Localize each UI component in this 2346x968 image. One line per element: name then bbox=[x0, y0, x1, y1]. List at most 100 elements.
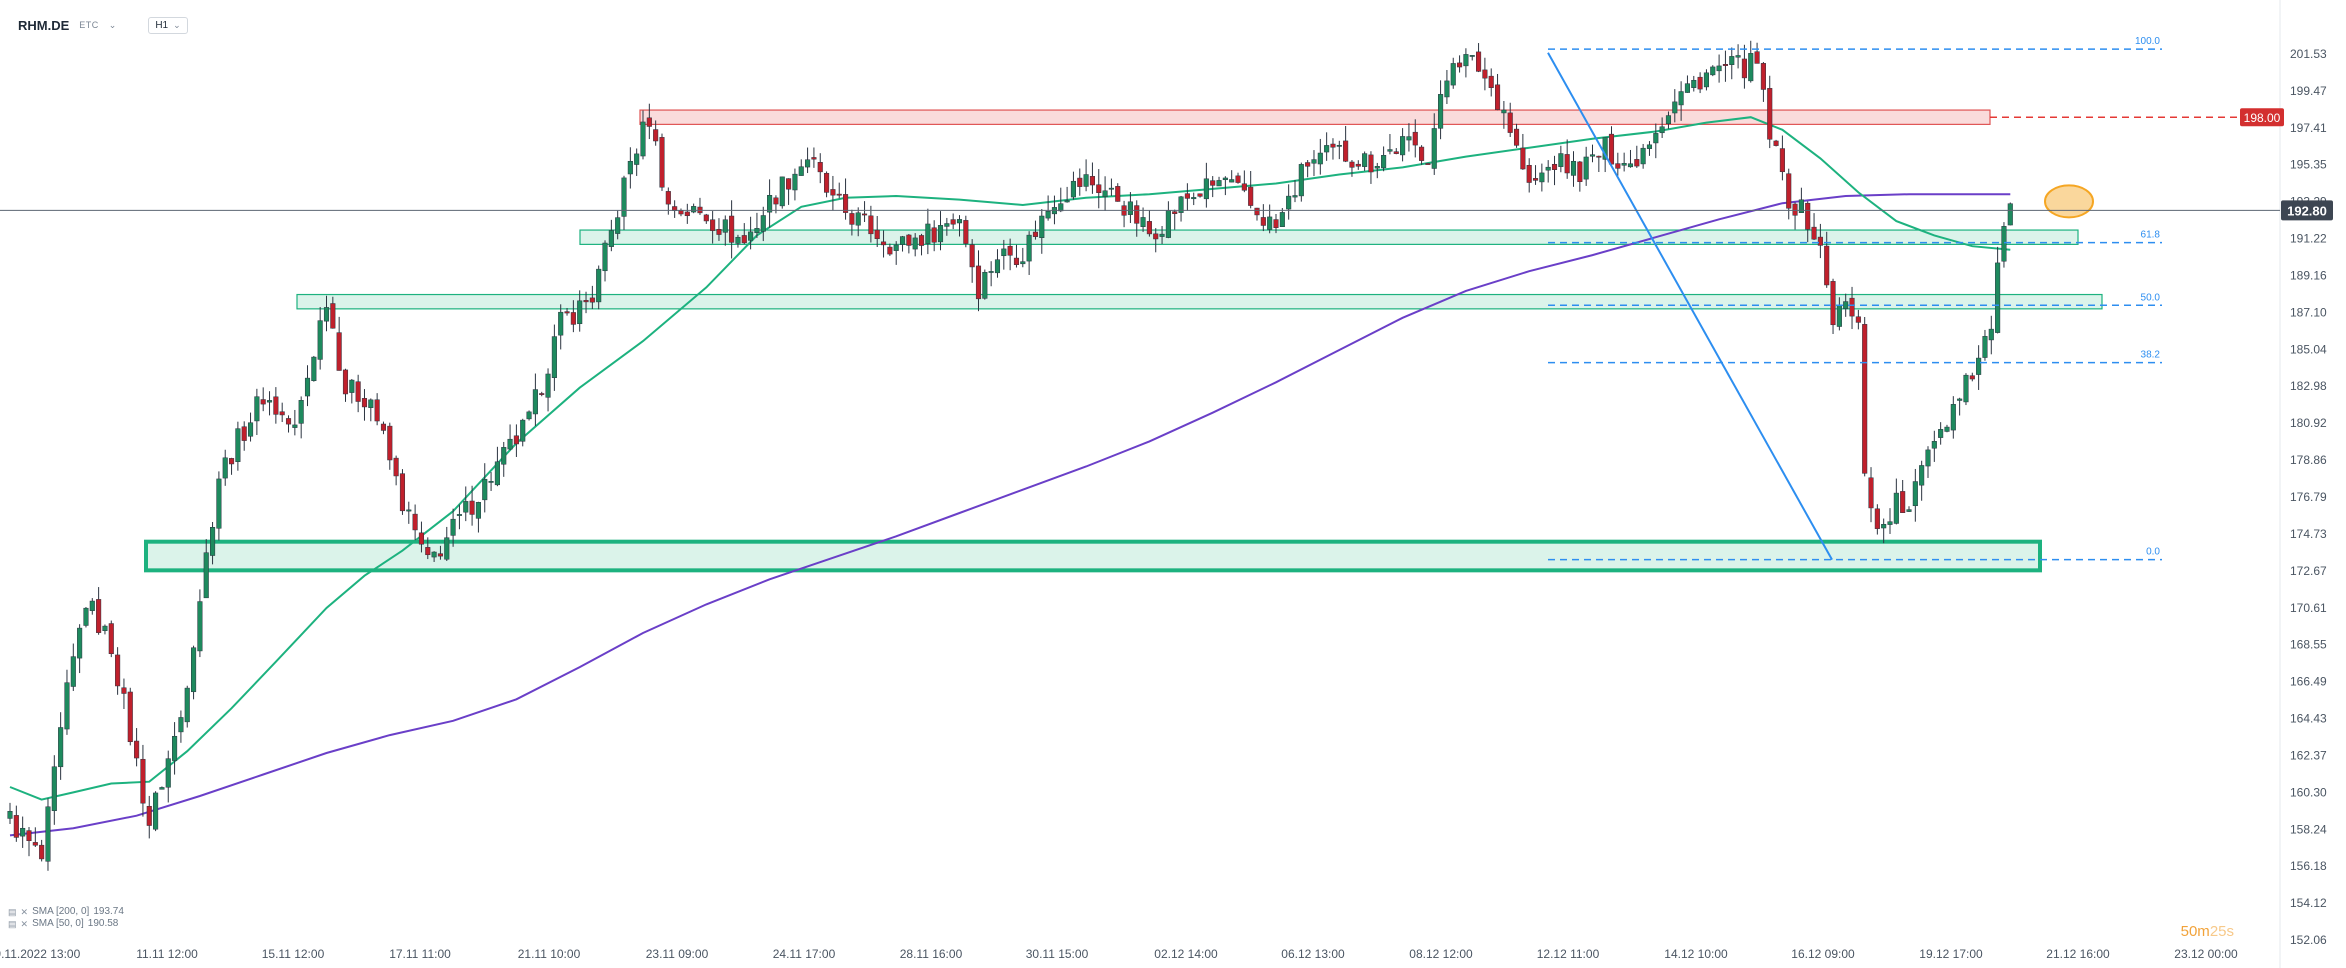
candle-up bbox=[254, 396, 260, 422]
candle-down bbox=[887, 246, 893, 255]
chevron-down-icon[interactable]: ⌄ bbox=[108, 19, 117, 30]
candle-up bbox=[937, 225, 944, 243]
candle-up bbox=[1108, 187, 1114, 190]
candle-up bbox=[1881, 523, 1887, 529]
x-tick-label: 28.11 16:00 bbox=[900, 947, 963, 961]
symbol-label[interactable]: RHM.DE bbox=[18, 17, 70, 33]
settings-icon[interactable]: ▤ bbox=[8, 907, 17, 917]
candle-down bbox=[1779, 148, 1785, 173]
candle-up bbox=[216, 478, 222, 529]
candle-down bbox=[1608, 133, 1615, 165]
candle-up bbox=[1336, 144, 1342, 147]
candle-up bbox=[1001, 248, 1007, 257]
candle-up bbox=[153, 792, 159, 830]
candle-down bbox=[786, 178, 792, 190]
candle-down bbox=[1330, 143, 1336, 148]
y-tick-label: 168.55 bbox=[2290, 638, 2327, 652]
candle-up bbox=[754, 228, 760, 234]
candle-up bbox=[956, 219, 963, 224]
candle-down bbox=[1754, 51, 1760, 64]
candle-up bbox=[507, 438, 513, 450]
candle-up bbox=[615, 217, 621, 234]
candle-up bbox=[1178, 196, 1184, 213]
candle-down bbox=[1697, 76, 1703, 90]
fib-level-label: 38.2 bbox=[2141, 350, 2161, 361]
candle-up bbox=[1938, 429, 1944, 438]
candle-down bbox=[1526, 164, 1532, 183]
candle-up bbox=[1570, 160, 1577, 176]
candle-up bbox=[2007, 203, 2013, 226]
candle-down bbox=[817, 162, 823, 173]
candle-up bbox=[203, 552, 209, 599]
candle-down bbox=[1786, 173, 1792, 209]
legend-value: 193.74 bbox=[93, 906, 124, 917]
fib-level-label: 0.0 bbox=[2146, 547, 2160, 558]
candle-down bbox=[862, 213, 868, 216]
y-tick-label: 199.47 bbox=[2290, 84, 2327, 98]
candle-up bbox=[1463, 54, 1469, 67]
candle-down bbox=[836, 193, 842, 196]
legend-row-sma50[interactable]: ▤ ✕ SMA [50, 0] 190.58 bbox=[8, 918, 124, 930]
candle-up bbox=[1691, 79, 1697, 88]
candle-down bbox=[589, 297, 595, 303]
candle-down bbox=[127, 691, 133, 743]
candle-up bbox=[1589, 154, 1596, 157]
candle-down bbox=[773, 197, 779, 205]
candle-up bbox=[1286, 195, 1292, 210]
candle-up bbox=[184, 687, 190, 723]
candle-up bbox=[1070, 180, 1076, 198]
candle-up bbox=[501, 447, 507, 465]
candle-down bbox=[279, 411, 285, 416]
candle-up bbox=[1659, 126, 1665, 134]
x-tick-label: 15.11 12:00 bbox=[262, 947, 325, 961]
candle-down bbox=[1096, 184, 1102, 193]
axes-layer: 201.53199.47197.41195.35193.29191.22189.… bbox=[0, 47, 2333, 961]
candle-down bbox=[653, 129, 659, 142]
x-tick-label: 06.12 13:00 bbox=[1281, 947, 1345, 961]
candle-down bbox=[564, 311, 570, 314]
resistance-level-tag bbox=[2240, 108, 2284, 127]
candle-down bbox=[1260, 217, 1266, 226]
x-tick-label: 16.12 09:00 bbox=[1791, 947, 1855, 961]
x-tick-label: 24.11 17:00 bbox=[773, 947, 836, 961]
candle-up bbox=[1684, 83, 1691, 93]
candle-down bbox=[729, 215, 735, 243]
candle-down bbox=[678, 210, 684, 215]
fib-level-label: 50.0 bbox=[2141, 292, 2161, 303]
y-tick-label: 158.24 bbox=[2290, 822, 2327, 836]
candle-down bbox=[583, 300, 589, 303]
candle-down bbox=[469, 500, 475, 515]
legend-row-sma200[interactable]: ▤ ✕ SMA [200, 0] 193.74 bbox=[8, 906, 124, 918]
candle-up bbox=[1311, 159, 1317, 164]
candle-down bbox=[393, 457, 399, 477]
candle-down bbox=[285, 418, 292, 425]
candle-up bbox=[1292, 195, 1298, 198]
y-tick-label: 154.12 bbox=[2290, 896, 2327, 910]
candle-up bbox=[266, 400, 273, 403]
close-icon[interactable]: ✕ bbox=[20, 919, 29, 929]
candle-up bbox=[748, 231, 754, 241]
candle-up bbox=[89, 600, 95, 611]
candle-up bbox=[1020, 261, 1026, 265]
x-tick-label: 30.11 15:00 bbox=[1026, 947, 1089, 961]
candle-down bbox=[1476, 51, 1482, 72]
candle-up bbox=[7, 811, 13, 819]
candle-up bbox=[77, 627, 83, 659]
candle-down bbox=[849, 213, 855, 225]
candle-down bbox=[1482, 69, 1488, 79]
y-tick-label: 174.73 bbox=[2290, 527, 2327, 541]
candle-up bbox=[925, 223, 931, 244]
close-icon[interactable]: ✕ bbox=[20, 907, 29, 917]
x-tick-label: 23.11 09:00 bbox=[646, 947, 709, 961]
candle-up bbox=[431, 551, 437, 558]
candle-up bbox=[767, 195, 773, 213]
timeframe-selector[interactable]: H1 ⌄ bbox=[148, 16, 188, 34]
candle-up bbox=[1887, 521, 1893, 525]
settings-icon[interactable]: ▤ bbox=[8, 919, 17, 929]
support-zone bbox=[579, 229, 2079, 245]
candle-down bbox=[1305, 162, 1311, 167]
candle-up bbox=[235, 428, 241, 462]
candle-up bbox=[1558, 153, 1564, 167]
candle-up bbox=[1678, 91, 1684, 106]
